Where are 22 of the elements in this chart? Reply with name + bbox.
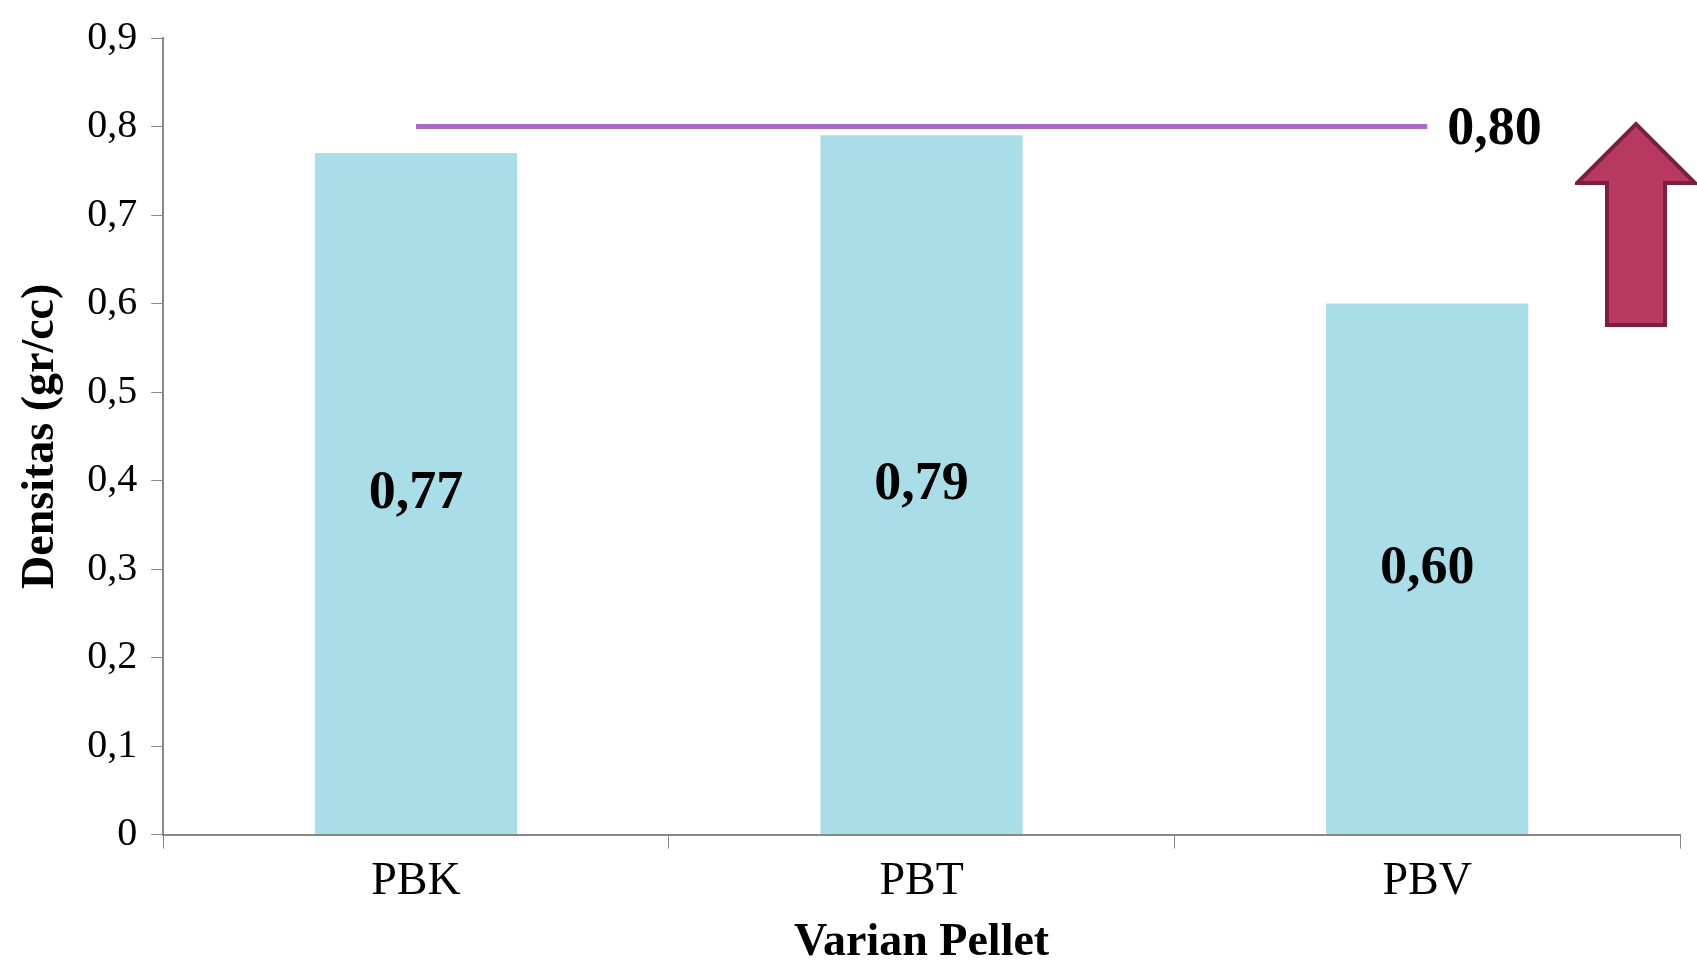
y-tick-label: 0,4 bbox=[87, 455, 138, 501]
bar bbox=[820, 135, 1023, 835]
y-tick-label: 0,5 bbox=[87, 366, 138, 412]
bar bbox=[314, 153, 518, 835]
y-tick-label: 0,9 bbox=[87, 12, 138, 58]
data-label: 0,77 bbox=[368, 459, 464, 520]
x-axis-title: Varian Pellet bbox=[794, 914, 1050, 966]
y-tick-label: 0 bbox=[117, 809, 138, 855]
y-tick-label: 0,3 bbox=[87, 543, 138, 589]
bar bbox=[1326, 303, 1529, 835]
x-tick-label: PBT bbox=[879, 853, 964, 905]
y-tick-label: 0,1 bbox=[87, 720, 138, 766]
x-tick-label: PBV bbox=[1382, 853, 1472, 905]
y-tick-label: 0,8 bbox=[87, 101, 138, 147]
y-tick-label: 0,7 bbox=[87, 189, 138, 235]
y-tick-label: 0,2 bbox=[87, 632, 138, 678]
ref-line-label: 0,80 bbox=[1447, 96, 1542, 157]
y-axis-title: Densitas (gr/cc) bbox=[12, 283, 64, 589]
data-label: 0,60 bbox=[1379, 534, 1475, 595]
data-label: 0,79 bbox=[874, 450, 969, 511]
x-tick-label: PBK bbox=[371, 853, 461, 905]
y-tick-label: 0,6 bbox=[87, 278, 138, 324]
